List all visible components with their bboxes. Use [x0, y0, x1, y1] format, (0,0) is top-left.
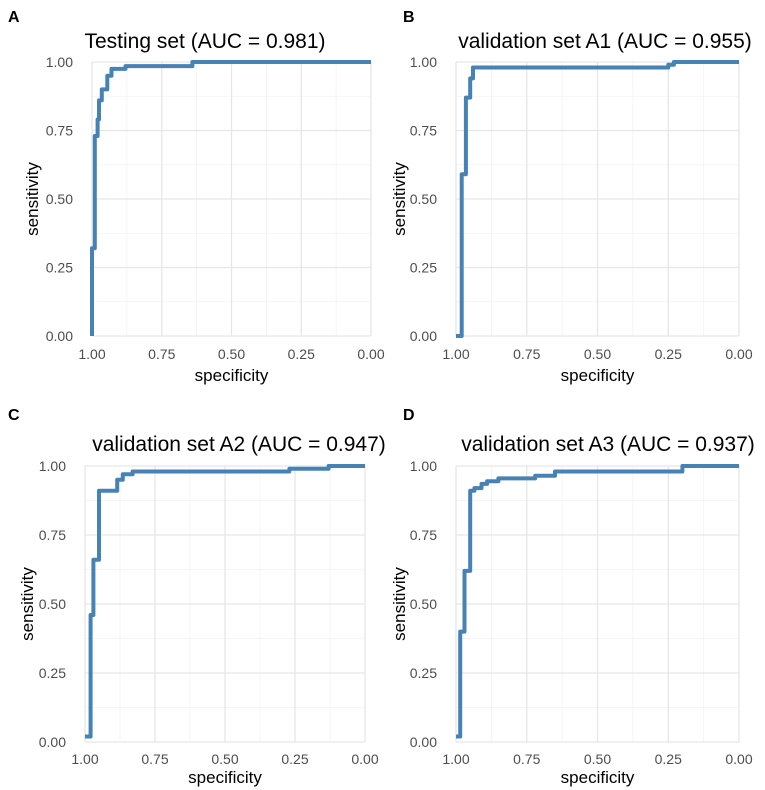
roc-panel-b: 1.00 0.75 0.50 0.25 0.00 0.00 0.25 0.50 0.75 1.00…	[390, 9, 753, 385]
y-tick-label: 0.25	[39, 665, 66, 681]
x-axis-title: specificity	[188, 768, 262, 787]
x-tick-label: 0.75	[148, 346, 175, 362]
y-tick-label: 1.00	[410, 54, 437, 70]
plot-title: Testing set (AUC = 0.981)	[84, 30, 325, 53]
x-axis-title: specificity	[195, 366, 269, 385]
y-tick-label: 0.00	[410, 734, 437, 750]
x-tick-label: 0.50	[211, 751, 238, 767]
y-axis-title: sensitivity	[18, 567, 37, 641]
y-tick-label: 1.00	[410, 458, 437, 474]
y-tick-label: 0.00	[410, 328, 437, 344]
y-tick-label: 0.25	[410, 260, 437, 276]
plot-title: validation set A3 (AUC = 0.937)	[461, 433, 755, 456]
y-tick-label: 1.00	[39, 458, 66, 474]
y-tick-label: 0.75	[410, 527, 437, 543]
y-tick-label: 0.50	[410, 596, 437, 612]
x-tick-label: 0.75	[513, 751, 540, 767]
y-tick-label: 0.50	[410, 191, 437, 207]
y-tick-label: 0.50	[39, 596, 66, 612]
y-tick-label: 0.00	[39, 734, 66, 750]
roc-curve-line	[90, 60, 371, 336]
x-tick-label: 0.25	[288, 346, 315, 362]
y-axis-title: sensitivity	[390, 162, 409, 236]
x-tick-label: 0.25	[655, 751, 682, 767]
x-tick-label: 0.50	[218, 346, 245, 362]
roc-curve-line	[456, 464, 739, 739]
x-axis-title: specificity	[561, 768, 635, 787]
x-tick-label: 0.00	[357, 346, 384, 362]
x-tick-label: 1.00	[442, 346, 469, 362]
roc-panel-d: 1.00 0.75 0.50 0.25 0.00 0.00 0.25 0.50 0.75 1.00…	[390, 407, 755, 787]
panel-label: C	[8, 407, 20, 424]
x-tick-label: 0.75	[141, 751, 168, 767]
roc-curve-line	[85, 464, 365, 739]
panel-label: A	[8, 9, 20, 26]
x-tick-label: 0.25	[655, 346, 682, 362]
y-tick-label: 0.00	[46, 328, 73, 344]
roc-panel-c: 1.00 0.75 0.50 0.25 0.00 0.00 0.25 0.50 0.75 1.00…	[8, 407, 386, 787]
y-tick-label: 0.25	[46, 260, 73, 276]
y-tick-label: 0.75	[410, 123, 437, 139]
y-tick-label: 0.75	[46, 123, 73, 139]
x-tick-label: 0.00	[725, 751, 752, 767]
panel-label: D	[403, 407, 415, 424]
y-axis-title: sensitivity	[23, 162, 42, 236]
roc-panel-a: 1.00 0.75 0.50 0.25 0.00 0.00 0.25 0.50 0.75 1.00…	[8, 9, 385, 385]
x-tick-label: 0.00	[725, 346, 752, 362]
x-tick-label: 1.00	[71, 751, 98, 767]
roc-curve-line	[456, 60, 739, 338]
y-tick-label: 0.25	[410, 665, 437, 681]
x-tick-label: 0.75	[513, 346, 540, 362]
x-axis-title: specificity	[561, 366, 635, 385]
plot-title: validation set A2 (AUC = 0.947)	[92, 433, 386, 456]
y-tick-label: 0.75	[39, 527, 66, 543]
panel-label: B	[403, 9, 415, 26]
x-tick-label: 0.00	[351, 751, 378, 767]
y-tick-label: 0.50	[46, 191, 73, 207]
y-axis-title: sensitivity	[390, 567, 409, 641]
x-tick-label: 1.00	[442, 751, 469, 767]
y-tick-label: 1.00	[46, 54, 73, 70]
plot-title: validation set A1 (AUC = 0.955)	[458, 30, 752, 53]
x-tick-label: 1.00	[78, 346, 105, 362]
x-tick-label: 0.25	[281, 751, 308, 767]
x-tick-label: 0.50	[584, 346, 611, 362]
x-tick-label: 0.50	[584, 751, 611, 767]
